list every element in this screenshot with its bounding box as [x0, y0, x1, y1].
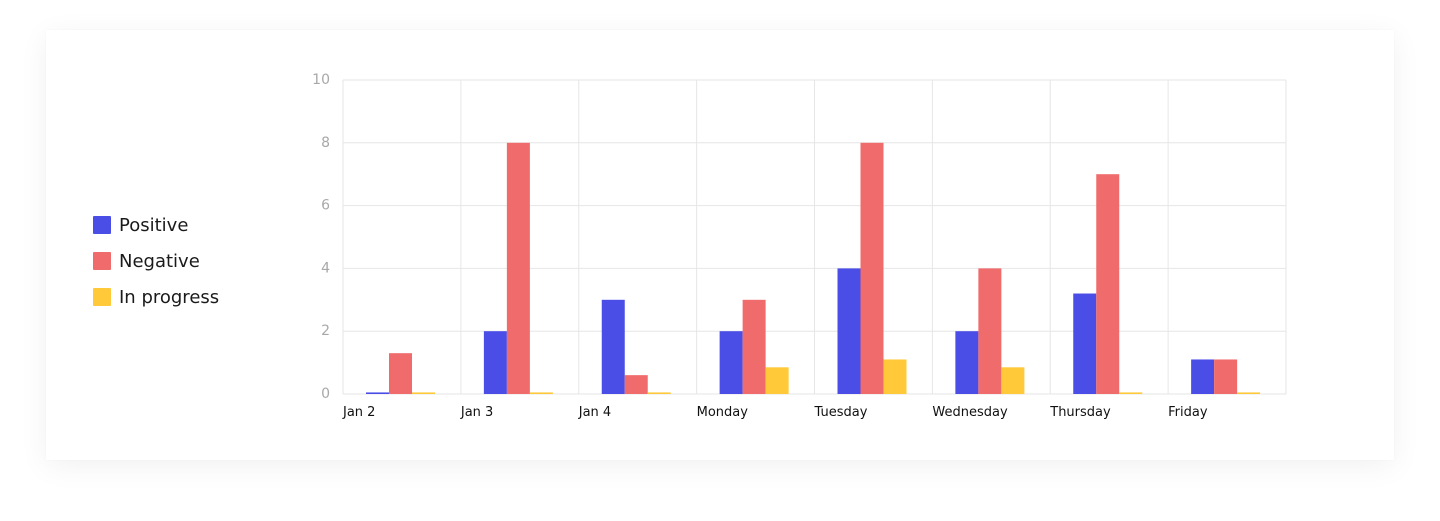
bar-positive — [1073, 293, 1097, 394]
x-tick-label: Monday — [697, 405, 749, 420]
bar-positive — [837, 268, 861, 394]
y-tick-label: 6 — [321, 198, 330, 214]
legend-swatch-negative — [93, 252, 111, 270]
legend-swatch-in-progress — [93, 288, 111, 306]
bar-in-progress — [883, 359, 907, 394]
bar-in-progress — [765, 367, 789, 394]
x-tick-label: Jan 4 — [578, 405, 611, 420]
legend-swatch-positive — [93, 216, 111, 234]
bar-positive — [719, 331, 743, 394]
legend-item-positive[interactable]: Positive — [93, 207, 219, 243]
legend-label-negative: Negative — [119, 250, 200, 272]
x-tick-label: Thursday — [1049, 405, 1111, 420]
bar-negative — [389, 353, 412, 394]
bar-negative — [1096, 174, 1120, 394]
bar-positive — [955, 331, 979, 394]
y-tick-label: 0 — [321, 386, 330, 402]
x-tick-label: Jan 3 — [460, 405, 493, 420]
bar-in-progress — [647, 392, 671, 394]
legend-item-in-progress[interactable]: In progress — [93, 279, 219, 315]
legend-item-negative[interactable]: Negative — [93, 243, 219, 279]
y-tick-label: 2 — [321, 323, 330, 339]
x-tick-label: Friday — [1168, 405, 1208, 420]
bar-in-progress — [1119, 392, 1143, 394]
bar-positive — [483, 331, 507, 394]
bar-positive — [366, 392, 389, 394]
chart-legend: Positive Negative In progress — [93, 207, 219, 315]
bar-negative — [860, 142, 884, 394]
bar-negative — [624, 375, 648, 394]
bar-negative — [506, 142, 530, 394]
y-tick-label: 10 — [312, 72, 330, 88]
x-tick-label: Tuesday — [814, 405, 868, 420]
bar-in-progress — [1001, 367, 1025, 394]
bar-in-progress — [412, 392, 435, 394]
bar-negative — [742, 299, 766, 394]
bar-negative — [978, 268, 1002, 394]
y-tick-label: 8 — [321, 135, 330, 151]
bar-positive — [601, 299, 625, 394]
legend-label-in-progress: In progress — [119, 286, 220, 308]
x-tick-label: Jan 2 — [342, 405, 375, 420]
bar-positive — [1191, 359, 1215, 394]
bar-in-progress — [1237, 392, 1261, 394]
y-tick-label: 4 — [321, 260, 330, 276]
bar-negative — [1214, 359, 1238, 394]
x-tick-label: Wednesday — [932, 405, 1008, 420]
bar-in-progress — [529, 392, 553, 394]
legend-label-positive: Positive — [119, 214, 189, 236]
